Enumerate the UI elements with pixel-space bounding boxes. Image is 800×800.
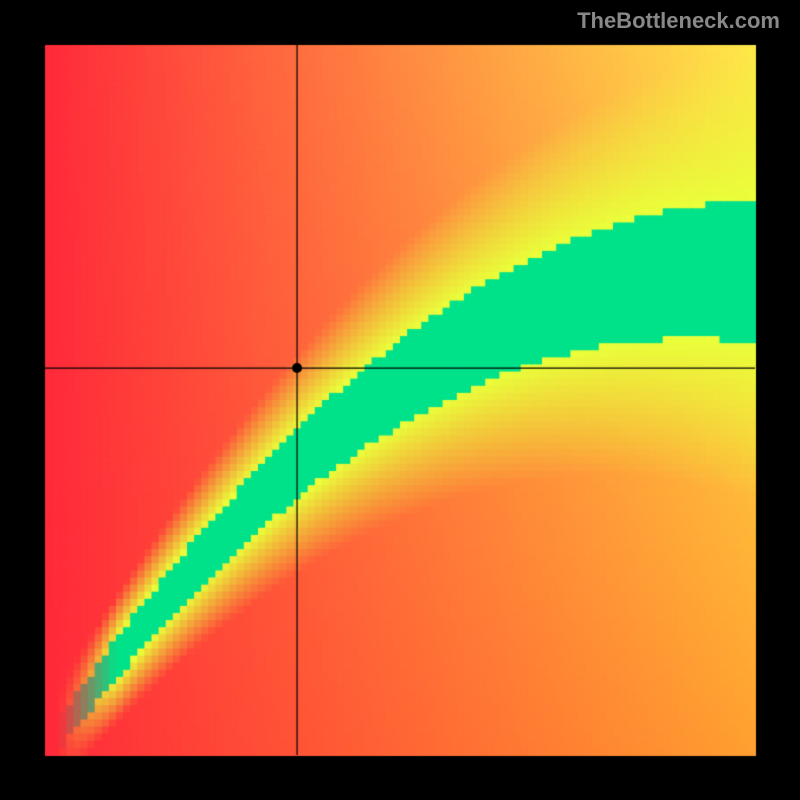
chart-container: TheBottleneck.com (0, 0, 800, 800)
heatmap-canvas (0, 0, 800, 800)
watermark-text: TheBottleneck.com (577, 8, 780, 34)
